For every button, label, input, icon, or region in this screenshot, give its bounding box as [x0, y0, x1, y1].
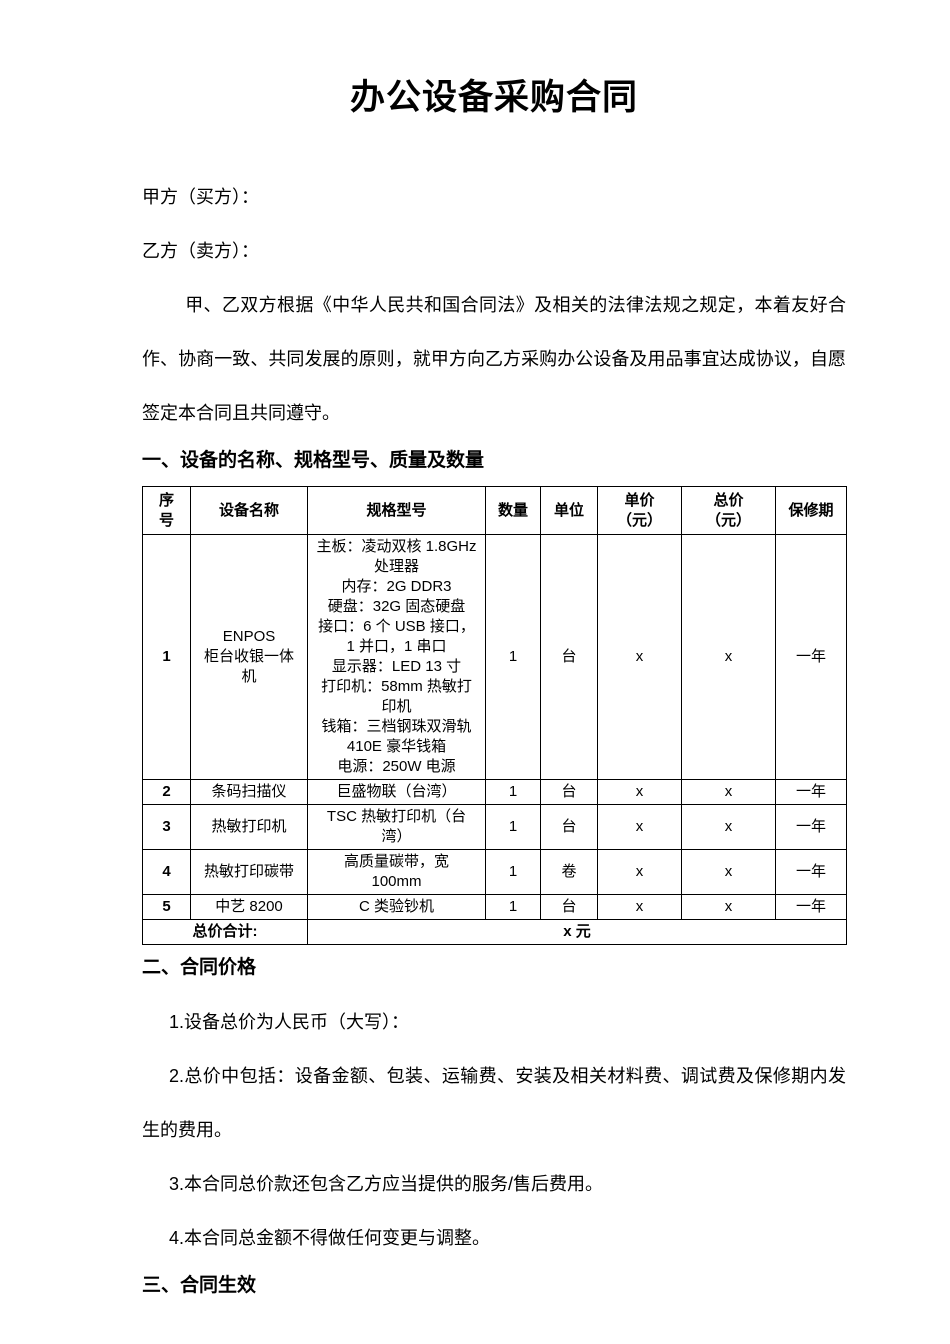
cell-spec: 高质量碳带，宽 100mm	[307, 849, 486, 895]
col-header-warranty: 保修期	[775, 486, 847, 535]
clause-service-fees: 3.本合同总价款还包含乙方应当提供的服务/售后费用。	[169, 1174, 604, 1194]
equipment-table: 序 号 设备名称 规格型号 数量 单位 单价 （元） 总价 （元） 保修期 1 …	[142, 486, 847, 945]
party-a-line: 甲方（买方）：	[142, 187, 259, 207]
cell-index: 3	[142, 804, 191, 850]
cell-unit: 台	[540, 779, 598, 805]
cell-equipment-name: ENPOS 柜台收银一体 机	[190, 534, 308, 780]
document-title: 办公设备采购合同	[349, 78, 638, 117]
cell-unit: 卷	[540, 849, 598, 895]
table-row: 5 中艺 8200 C 类验钞机 1 台 x x 一年	[142, 894, 847, 920]
cell-unit: 台	[540, 894, 598, 920]
cell-qty: 1	[485, 894, 541, 920]
cell-spec: TSC 热敏打印机（台 湾）	[307, 804, 486, 850]
table-row: 3 热敏打印机 TSC 热敏打印机（台 湾） 1 台 x x 一年	[142, 804, 847, 850]
cell-warranty: 一年	[775, 894, 847, 920]
col-header-qty: 数量	[485, 486, 541, 535]
cell-warranty: 一年	[775, 779, 847, 805]
clause-no-changes: 4.本合同总金额不得做任何变更与调整。	[169, 1228, 491, 1248]
cell-qty: 1	[485, 849, 541, 895]
cell-total-price: x	[681, 804, 776, 850]
total-value: x 元	[307, 919, 847, 945]
cell-unit-price: x	[597, 894, 682, 920]
cell-unit: 台	[540, 804, 598, 850]
section3-heading: 三、合同生效	[142, 1275, 257, 1296]
intro-paragraph: 甲、乙双方根据《中华人民共和国合同法》及相关的法律法规之规定，本着友好合作、协商…	[142, 295, 846, 423]
cell-unit: 台	[540, 534, 598, 780]
cell-total-price: x	[681, 849, 776, 895]
cell-unit-price: x	[597, 804, 682, 850]
col-header-name: 设备名称	[190, 486, 308, 535]
cell-qty: 1	[485, 779, 541, 805]
cell-warranty: 一年	[775, 534, 847, 780]
cell-qty: 1	[485, 534, 541, 780]
cell-index: 4	[142, 849, 191, 895]
party-b-line: 乙方（卖方）：	[142, 241, 259, 261]
table-row: 2 条码扫描仪 巨盛物联（台湾） 1 台 x x 一年	[142, 779, 847, 805]
cell-warranty: 一年	[775, 804, 847, 850]
cell-unit-price: x	[597, 779, 682, 805]
col-header-unit: 单位	[540, 486, 598, 535]
cell-total-price: x	[681, 894, 776, 920]
cell-spec: 主板：凌动双核 1.8GHz 处理器 内存：2G DDR3 硬盘：32G 固态硬…	[307, 534, 486, 780]
clause-total-price: 1.设备总价为人民币（大写）：	[169, 1012, 410, 1032]
col-header-spec: 规格型号	[307, 486, 486, 535]
table-row: 4 热敏打印碳带 高质量碳带，宽 100mm 1 卷 x x 一年	[142, 849, 847, 895]
cell-spec: C 类验钞机	[307, 894, 486, 920]
total-label: 总价合计:	[142, 919, 308, 945]
cell-equipment-name: 热敏打印碳带	[190, 849, 308, 895]
clause-price-includes: 2.总价中包括：设备金额、包装、运输费、安装及相关材料费、调试费及保修期内发生的…	[142, 1066, 846, 1140]
cell-spec: 巨盛物联（台湾）	[307, 779, 486, 805]
table-header-row: 序 号 设备名称 规格型号 数量 单位 单价 （元） 总价 （元） 保修期	[142, 486, 847, 535]
cell-index: 2	[142, 779, 191, 805]
cell-total-price: x	[681, 534, 776, 780]
cell-unit-price: x	[597, 849, 682, 895]
cell-equipment-name: 中艺 8200	[190, 894, 308, 920]
table-total-row: 总价合计: x 元	[142, 919, 847, 945]
col-header-unit-price: 单价 （元）	[597, 486, 682, 535]
col-header-total-price: 总价 （元）	[681, 486, 776, 535]
cell-equipment-name: 条码扫描仪	[190, 779, 308, 805]
cell-total-price: x	[681, 779, 776, 805]
cell-index: 1	[142, 534, 191, 780]
section2-heading: 二、合同价格	[142, 957, 257, 978]
cell-qty: 1	[485, 804, 541, 850]
section1-heading: 一、设备的名称、规格型号、质量及数量	[142, 450, 485, 471]
cell-equipment-name: 热敏打印机	[190, 804, 308, 850]
col-header-index: 序 号	[142, 486, 191, 535]
table-row: 1 ENPOS 柜台收银一体 机 主板：凌动双核 1.8GHz 处理器 内存：2…	[142, 534, 847, 780]
cell-unit-price: x	[597, 534, 682, 780]
cell-index: 5	[142, 894, 191, 920]
cell-warranty: 一年	[775, 849, 847, 895]
